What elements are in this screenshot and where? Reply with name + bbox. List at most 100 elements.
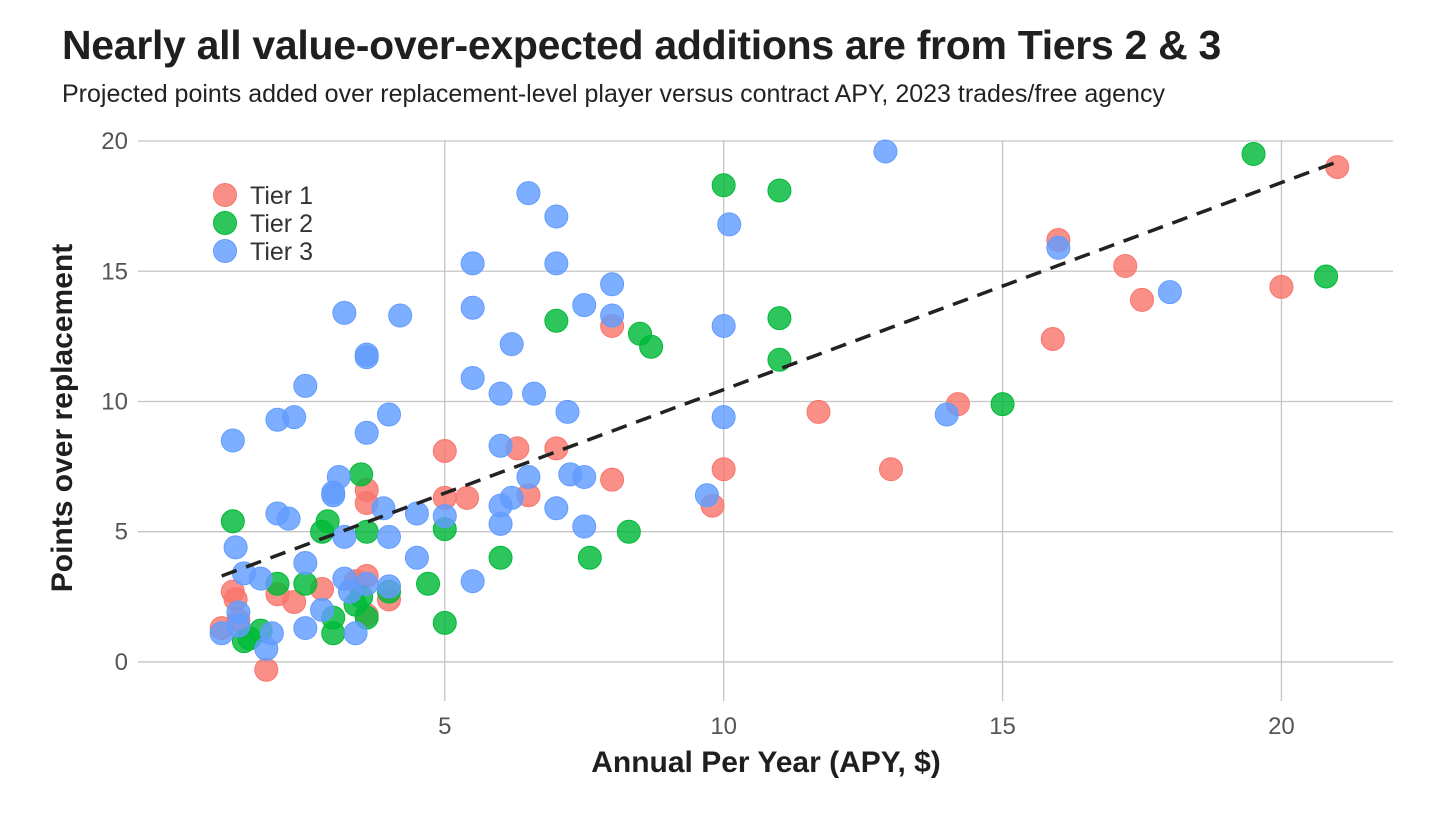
data-point [711, 405, 736, 430]
data-point [873, 139, 898, 164]
y-tick-label: 20 [101, 128, 128, 155]
data-point [293, 550, 318, 575]
data-point [934, 402, 959, 427]
data-point [293, 373, 318, 398]
data-point [1046, 235, 1071, 260]
data-point [404, 501, 429, 526]
data-point [315, 509, 340, 534]
data-point [1325, 155, 1350, 180]
data-point [259, 621, 284, 646]
data-point [377, 524, 401, 549]
data-point [223, 535, 248, 560]
data-point [990, 392, 1015, 417]
data-point [767, 347, 792, 372]
data-point [354, 519, 379, 544]
data-point [572, 465, 597, 490]
data-point [377, 574, 401, 599]
data-point [416, 571, 441, 596]
data-point [293, 616, 318, 641]
x-tick-label: 5 [438, 713, 451, 740]
data-point [404, 545, 429, 570]
data-point [499, 485, 524, 510]
x-axis-label: Annual Per Year (APY, $) [591, 746, 941, 779]
y-tick-label: 5 [115, 519, 128, 546]
data-point [310, 597, 335, 622]
data-point [460, 569, 485, 594]
data-point [499, 332, 524, 357]
data-point [388, 303, 413, 328]
data-point [455, 485, 480, 510]
data-point [711, 313, 736, 338]
data-point [282, 405, 307, 430]
legend-label: Tier 1 [250, 182, 313, 210]
data-point [544, 496, 569, 521]
data-point [432, 438, 457, 463]
data-point [349, 462, 374, 487]
data-point [248, 566, 273, 591]
data-point [332, 300, 357, 325]
data-point [572, 514, 597, 539]
data-point [293, 571, 318, 596]
data-point [600, 467, 625, 492]
data-point [1130, 287, 1154, 312]
data-point [354, 342, 379, 367]
data-point [516, 181, 541, 206]
data-point [1314, 264, 1339, 289]
data-point [1157, 280, 1182, 305]
data-point [282, 590, 307, 615]
data-point [516, 465, 541, 490]
data-point [717, 212, 742, 237]
data-point [1040, 326, 1065, 351]
data-point [522, 381, 547, 406]
legend-marker [213, 211, 237, 235]
data-point [1113, 254, 1138, 279]
data-point [371, 496, 396, 521]
legend-marker [213, 239, 237, 263]
x-tick-label: 10 [710, 713, 737, 740]
data-point [488, 511, 513, 536]
data-point [544, 251, 569, 276]
legend-label: Tier 3 [250, 238, 313, 266]
data-point [767, 178, 792, 203]
data-point [432, 504, 457, 529]
data-point [332, 524, 357, 549]
data-point [220, 509, 245, 534]
trend-line [221, 160, 1338, 578]
data-point [879, 457, 903, 482]
data-point [354, 571, 379, 596]
data-point [711, 457, 736, 482]
legend-marker [213, 183, 237, 207]
data-point [600, 303, 625, 328]
x-tick-label: 20 [1268, 713, 1295, 740]
data-point [711, 173, 736, 198]
y-tick-label: 10 [101, 388, 128, 415]
data-point [488, 545, 513, 570]
data-point [460, 251, 485, 276]
data-point [806, 399, 831, 424]
legend-label: Tier 2 [250, 210, 313, 238]
data-point [460, 366, 485, 391]
y-axis-label: Points over replacement [46, 244, 79, 592]
data-point [488, 433, 513, 458]
data-point [343, 621, 368, 646]
data-point [276, 506, 301, 531]
data-point [577, 545, 602, 570]
data-points [209, 139, 1350, 682]
data-point [220, 428, 245, 453]
data-point [572, 293, 597, 318]
data-point [254, 657, 279, 682]
data-point [354, 420, 379, 445]
data-point [544, 204, 569, 229]
y-tick-label: 15 [101, 258, 128, 285]
y-tick-label: 0 [115, 649, 128, 676]
chart-subtitle: Projected points added over replacement-… [62, 80, 1165, 108]
data-point [767, 306, 792, 331]
data-point [1241, 142, 1266, 167]
data-point [226, 613, 251, 638]
trend-line-segment [221, 160, 1338, 578]
data-point [639, 334, 664, 359]
data-point [377, 402, 401, 427]
data-point [616, 519, 641, 544]
